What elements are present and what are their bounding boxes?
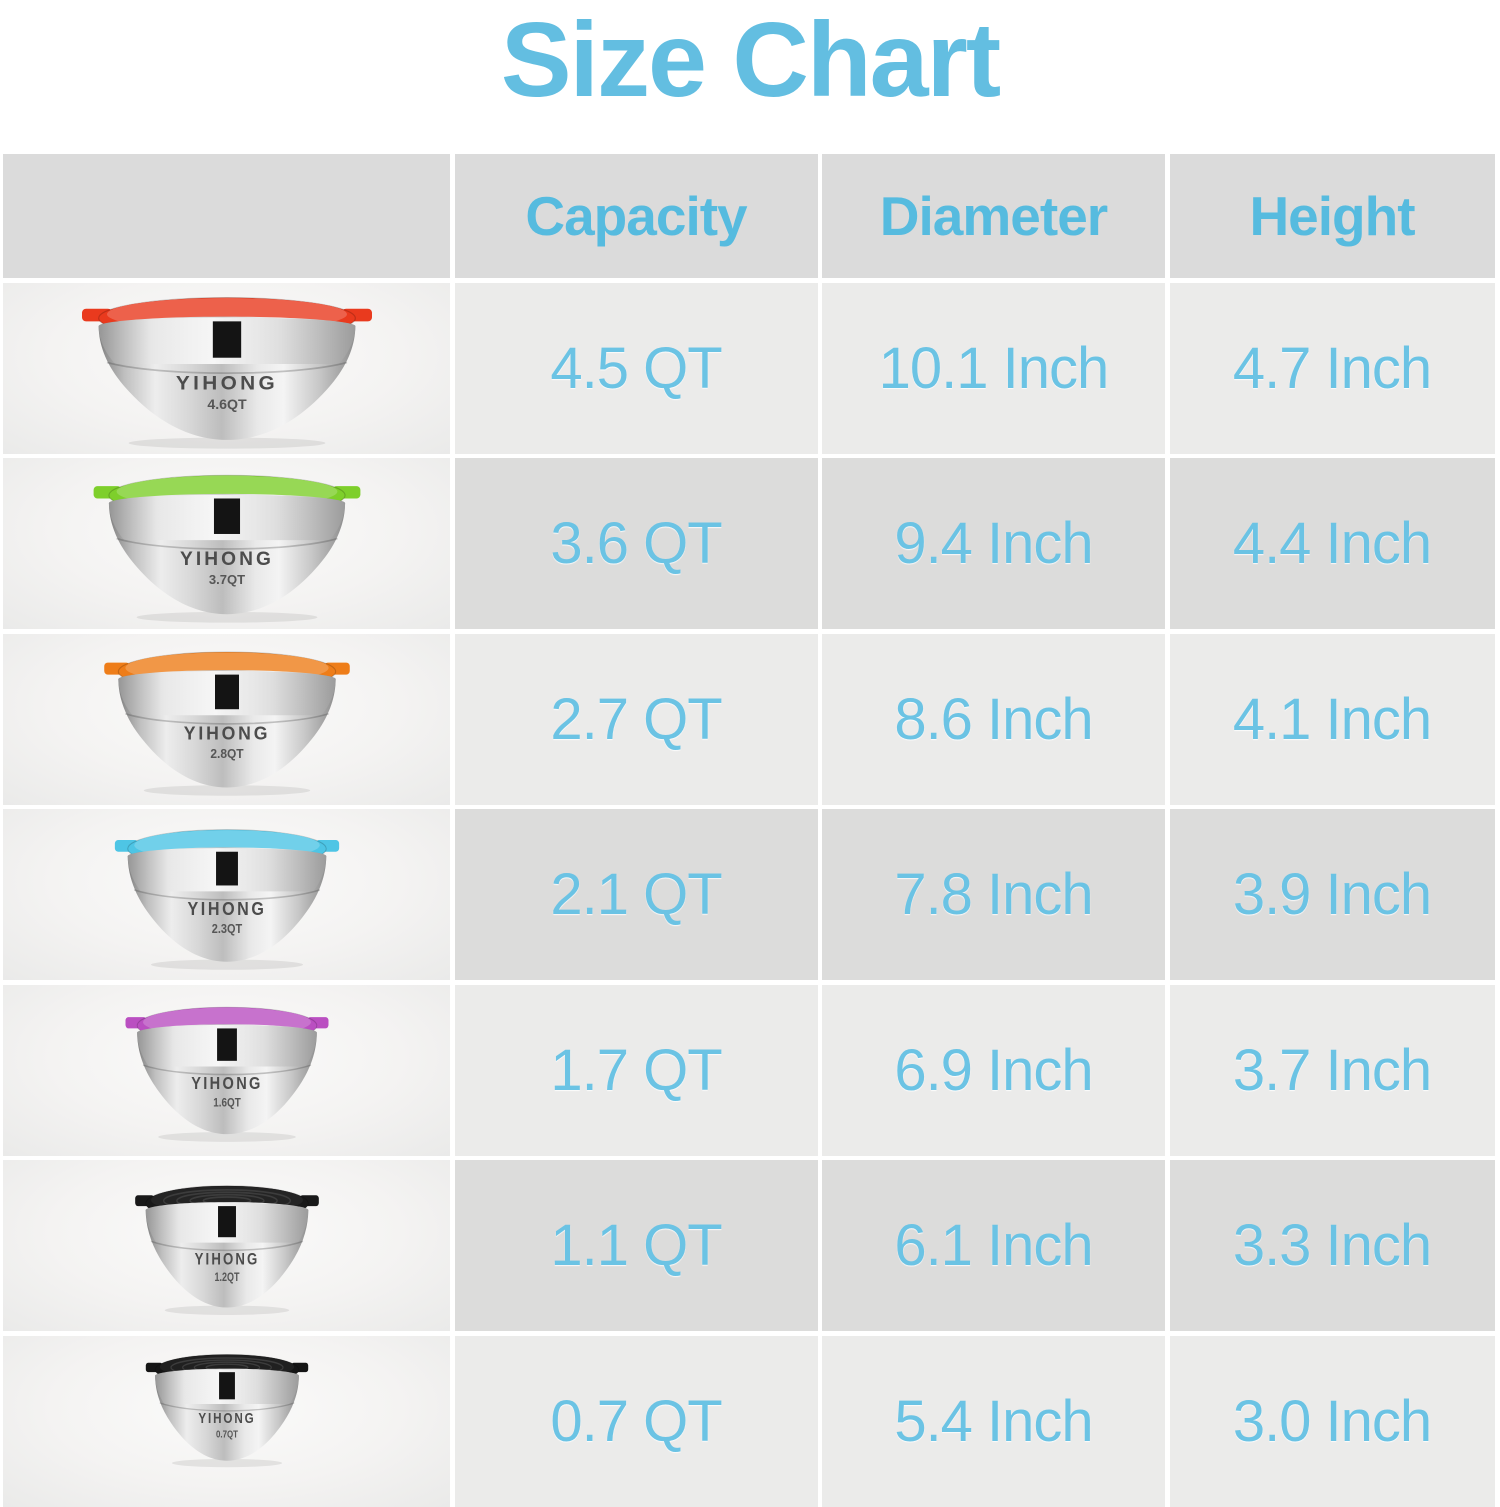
svg-text:0.7QT: 0.7QT: [215, 1428, 237, 1439]
bowl-image-cell-orange-2.8QT: YIHONG 2.8QT: [3, 633, 450, 805]
svg-text:YIHONG: YIHONG: [194, 1249, 259, 1268]
table-corner-cell: [3, 154, 450, 278]
svg-text:YIHONG: YIHONG: [187, 897, 266, 918]
capacity-value: 1.1 QT: [454, 1160, 818, 1331]
page-title: Size Chart: [500, 1, 1001, 119]
svg-text:2.3QT: 2.3QT: [211, 922, 242, 936]
diameter-value: 8.6 Inch: [822, 633, 1165, 805]
bowl-illustration: YIHONG 3.7QT: [93, 474, 360, 623]
capacity-value: 2.1 QT: [454, 809, 818, 980]
svg-text:YIHONG: YIHONG: [191, 1074, 262, 1094]
bowl-image-cell-red-4.6QT: YIHONG 4.6QT: [3, 282, 450, 454]
diameter-value: 7.8 Inch: [822, 809, 1165, 980]
column-header-diameter: Diameter: [822, 154, 1165, 278]
column-header-height: Height: [1169, 154, 1495, 278]
height-value: 3.3 Inch: [1169, 1160, 1495, 1331]
capacity-value: 3.6 QT: [454, 458, 818, 629]
bowl-image-cell-black-1.2QT: YIHONG 1.2QT: [3, 1160, 450, 1331]
height-value: 4.1 Inch: [1169, 633, 1495, 805]
height-value: 4.7 Inch: [1169, 282, 1495, 454]
bowl-illustration: YIHONG 1.2QT: [134, 1184, 319, 1315]
diameter-value: 6.1 Inch: [822, 1160, 1165, 1331]
diameter-value: 9.4 Inch: [822, 458, 1165, 629]
capacity-value: 4.5 QT: [454, 282, 818, 454]
svg-text:4.6QT: 4.6QT: [207, 397, 247, 412]
height-value: 3.9 Inch: [1169, 809, 1495, 980]
size-table: Capacity Diameter Height YIHONG 4.6QT 4.5…: [3, 154, 1496, 1507]
svg-text:1.6QT: 1.6QT: [213, 1097, 241, 1110]
height-value: 3.0 Inch: [1169, 1335, 1495, 1507]
bowl-illustration: YIHONG 2.3QT: [114, 828, 339, 970]
svg-text:YIHONG: YIHONG: [198, 1409, 255, 1426]
svg-text:YIHONG: YIHONG: [175, 373, 277, 394]
column-header-capacity: Capacity: [454, 154, 818, 278]
height-value: 4.4 Inch: [1169, 458, 1495, 629]
svg-text:YIHONG: YIHONG: [183, 722, 269, 744]
capacity-value: 2.7 QT: [454, 633, 818, 805]
capacity-value: 1.7 QT: [454, 984, 818, 1156]
bowl-illustration: YIHONG 2.8QT: [103, 651, 350, 796]
bowl-illustration: YIHONG 4.6QT: [81, 297, 372, 449]
svg-text:3.7QT: 3.7QT: [208, 572, 244, 587]
bowl-illustration: YIHONG 0.7QT: [145, 1353, 308, 1467]
bowl-image-cell-blue-2.3QT: YIHONG 2.3QT: [3, 809, 450, 980]
svg-text:1.2QT: 1.2QT: [214, 1272, 240, 1284]
bowl-image-cell-black-0.7QT: YIHONG 0.7QT: [3, 1335, 450, 1507]
diameter-value: 10.1 Inch: [822, 282, 1165, 454]
bowl-illustration: YIHONG 1.6QT: [125, 1006, 328, 1142]
diameter-value: 6.9 Inch: [822, 984, 1165, 1156]
svg-text:2.8QT: 2.8QT: [210, 747, 244, 761]
svg-text:YIHONG: YIHONG: [180, 548, 274, 569]
bowl-image-cell-purple-1.6QT: YIHONG 1.6QT: [3, 984, 450, 1156]
capacity-value: 0.7 QT: [454, 1335, 818, 1507]
height-value: 3.7 Inch: [1169, 984, 1495, 1156]
diameter-value: 5.4 Inch: [822, 1335, 1165, 1507]
bowl-image-cell-green-3.7QT: YIHONG 3.7QT: [3, 458, 450, 629]
